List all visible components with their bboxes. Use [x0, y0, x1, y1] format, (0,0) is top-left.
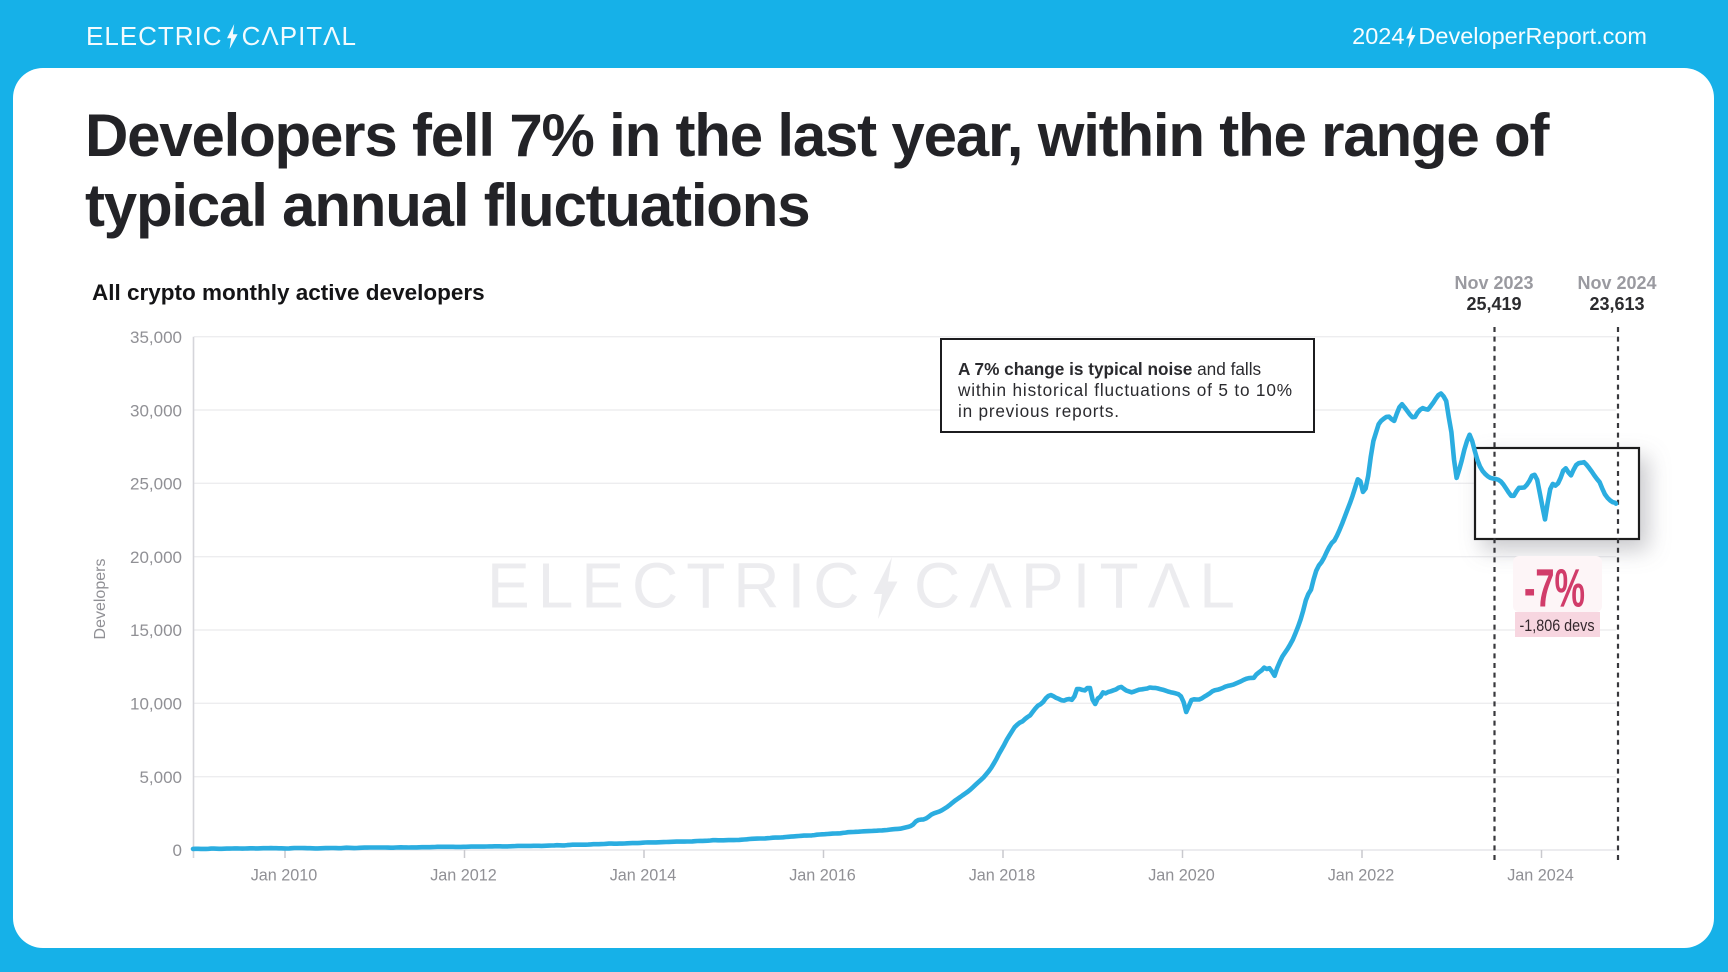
- svg-text:0: 0: [173, 841, 182, 860]
- svg-text:25,000: 25,000: [130, 475, 182, 494]
- svg-text:A 7% change is typical noise a: A 7% change is typical noise and falls: [958, 359, 1261, 379]
- svg-text:5,000: 5,000: [139, 768, 182, 787]
- svg-text:within historical fluctuations: within historical fluctuations of 5 to 1…: [957, 380, 1292, 400]
- svg-text:in previous reports.: in previous reports.: [958, 401, 1119, 421]
- svg-text:Jan 2020: Jan 2020: [1148, 867, 1215, 885]
- svg-text:Jan 2012: Jan 2012: [430, 867, 497, 885]
- svg-text:25,419: 25,419: [1466, 294, 1521, 314]
- svg-text:Jan 2024: Jan 2024: [1507, 867, 1574, 885]
- svg-text:CΛPITΛL: CΛPITΛL: [914, 550, 1244, 622]
- svg-text:15,000: 15,000: [130, 621, 182, 640]
- svg-text:-1,806 devs: -1,806 devs: [1520, 617, 1595, 635]
- svg-text:23,613: 23,613: [1589, 294, 1644, 314]
- svg-text:30,000: 30,000: [130, 401, 182, 420]
- svg-text:Developers: Developers: [92, 559, 109, 640]
- svg-text:10,000: 10,000: [130, 695, 182, 714]
- svg-text:Jan 2018: Jan 2018: [969, 867, 1036, 885]
- svg-text:35,000: 35,000: [130, 328, 182, 347]
- svg-text:Nov 2024: Nov 2024: [1577, 273, 1656, 293]
- svg-text:20,000: 20,000: [130, 548, 182, 567]
- svg-text:ELECTRIC: ELECTRIC: [487, 550, 868, 622]
- svg-text:Jan 2022: Jan 2022: [1328, 867, 1395, 885]
- svg-text:Jan 2014: Jan 2014: [610, 867, 677, 885]
- svg-text:-7%: -7%: [1524, 559, 1585, 619]
- svg-text:Jan 2016: Jan 2016: [789, 867, 856, 885]
- svg-text:Nov 2023: Nov 2023: [1454, 273, 1533, 293]
- svg-text:Jan 2010: Jan 2010: [251, 867, 318, 885]
